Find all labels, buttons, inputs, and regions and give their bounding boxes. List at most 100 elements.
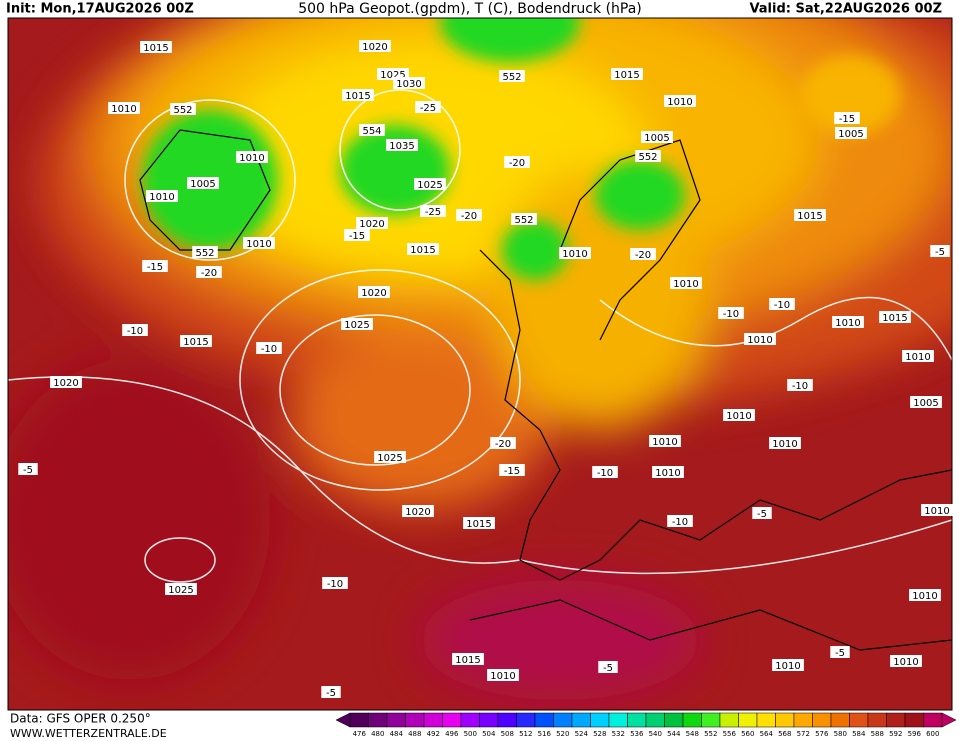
colorbar-label: 532 (612, 730, 625, 738)
contour-label: 1015 (143, 43, 168, 54)
colorbar-arrow-right (941, 712, 957, 728)
contour-label-box (402, 505, 434, 517)
contour-label: 1020 (53, 378, 78, 389)
contour-label: 1005 (838, 129, 863, 140)
colorbar-swatch (867, 712, 887, 728)
contour-label-box (744, 333, 776, 345)
colorbar-swatch (553, 712, 573, 728)
contour-label: 1015 (345, 91, 370, 102)
contour-label: -10 (597, 468, 613, 479)
colorbar-swatch (460, 712, 480, 728)
contour-label: 1010 (726, 411, 751, 422)
contour-label-box (192, 246, 218, 258)
contour-label: 552 (502, 72, 521, 83)
contour-label-box (256, 342, 282, 354)
contour-label-box (890, 655, 922, 667)
contour-label: 552 (173, 105, 192, 116)
valid-time: Valid: Sat,22AUG2026 00Z (749, 2, 942, 17)
contour-label: -15 (147, 262, 163, 273)
contour-label: -20 (509, 158, 525, 169)
contour-label-box (108, 102, 140, 114)
contour-label: 1005 (913, 398, 938, 409)
contour-label: 1010 (246, 239, 271, 250)
contour-label: -5 (935, 247, 945, 258)
contour-label: -25 (425, 207, 441, 218)
contour-label: 552 (514, 215, 533, 226)
colorbar-label: 568 (778, 730, 791, 738)
contour-label: 1010 (747, 335, 772, 346)
colorbar-swatch (497, 712, 517, 728)
colorbar-label: 520 (556, 730, 569, 738)
contour-label-box (641, 131, 673, 143)
contour-label: 1020 (405, 507, 430, 518)
contour-label-box (832, 316, 864, 328)
contour-label: 1015 (614, 70, 639, 81)
colorbar-swatch (627, 712, 647, 728)
contour-label-box (146, 190, 178, 202)
contour-label: 1010 (835, 318, 860, 329)
contour-label-box (830, 646, 850, 658)
contour-label: -10 (792, 381, 808, 392)
contour-label: 1015 (455, 655, 480, 666)
contour-label: 1010 (149, 192, 174, 203)
colorbar-label: 576 (815, 730, 829, 738)
colorbar-label: 480 (371, 730, 384, 738)
colorbar-swatch (738, 712, 758, 728)
contour-label: -15 (349, 231, 365, 242)
contour-label-box (635, 150, 661, 162)
contour-label: 1020 (362, 42, 387, 53)
colorbar-swatch (423, 712, 443, 728)
contour-label-box (359, 124, 385, 136)
colorbar-label: 516 (538, 730, 552, 738)
colorbar-label: 524 (575, 730, 589, 738)
contour-label-box (321, 686, 341, 698)
contour-label-box (487, 669, 519, 681)
contour-label-box (393, 77, 425, 89)
contour-label-box (420, 205, 446, 217)
contour-label: 1030 (396, 79, 421, 90)
colorbar-swatch (571, 712, 591, 728)
colorbar-label: 596 (908, 730, 922, 738)
contour-label-box (930, 245, 950, 257)
contour-label-box (769, 437, 801, 449)
colorbar-swatch (349, 712, 369, 728)
colorbar-label: 564 (760, 730, 774, 738)
contour-label-box (322, 577, 348, 589)
colorbar-label: 488 (408, 730, 421, 738)
contour-label: -10 (327, 579, 343, 590)
contour-label-box (490, 437, 516, 449)
colorbar-label: 560 (741, 730, 754, 738)
contour-label-box (879, 311, 911, 323)
contour-label-box (165, 583, 197, 595)
contour-label-box (559, 247, 591, 259)
contour-label-box (358, 286, 390, 298)
contour-label: 1010 (673, 279, 698, 290)
colorbar-label: 476 (353, 730, 367, 738)
contour-label: 1010 (912, 591, 937, 602)
contour-label-box (752, 507, 772, 519)
colorbar-label: 584 (852, 730, 866, 738)
colorbar-label: 484 (390, 730, 404, 738)
colorbar-label: 580 (834, 730, 847, 738)
contour-label: -5 (835, 648, 845, 659)
contour-label: 1015 (882, 313, 907, 324)
colorbar-swatch (664, 712, 684, 728)
contour-label: -10 (723, 309, 739, 320)
colorbar-label: 508 (501, 730, 514, 738)
contour-label-box (386, 139, 418, 151)
data-source: Data: GFS OPER 0.250° (10, 712, 151, 726)
colorbar-swatch (719, 712, 739, 728)
colorbar-label: 544 (667, 730, 681, 738)
contour-label: 1015 (797, 211, 822, 222)
contour-label-box (170, 103, 196, 115)
contour-label: -10 (261, 344, 277, 355)
contour-label-box (359, 40, 391, 52)
colorbar-swatch (386, 712, 406, 728)
colorbar-swatch (904, 712, 924, 728)
colorbar-swatch (645, 712, 665, 728)
contour-label-box (670, 277, 702, 289)
contour-label-box (18, 463, 38, 475)
